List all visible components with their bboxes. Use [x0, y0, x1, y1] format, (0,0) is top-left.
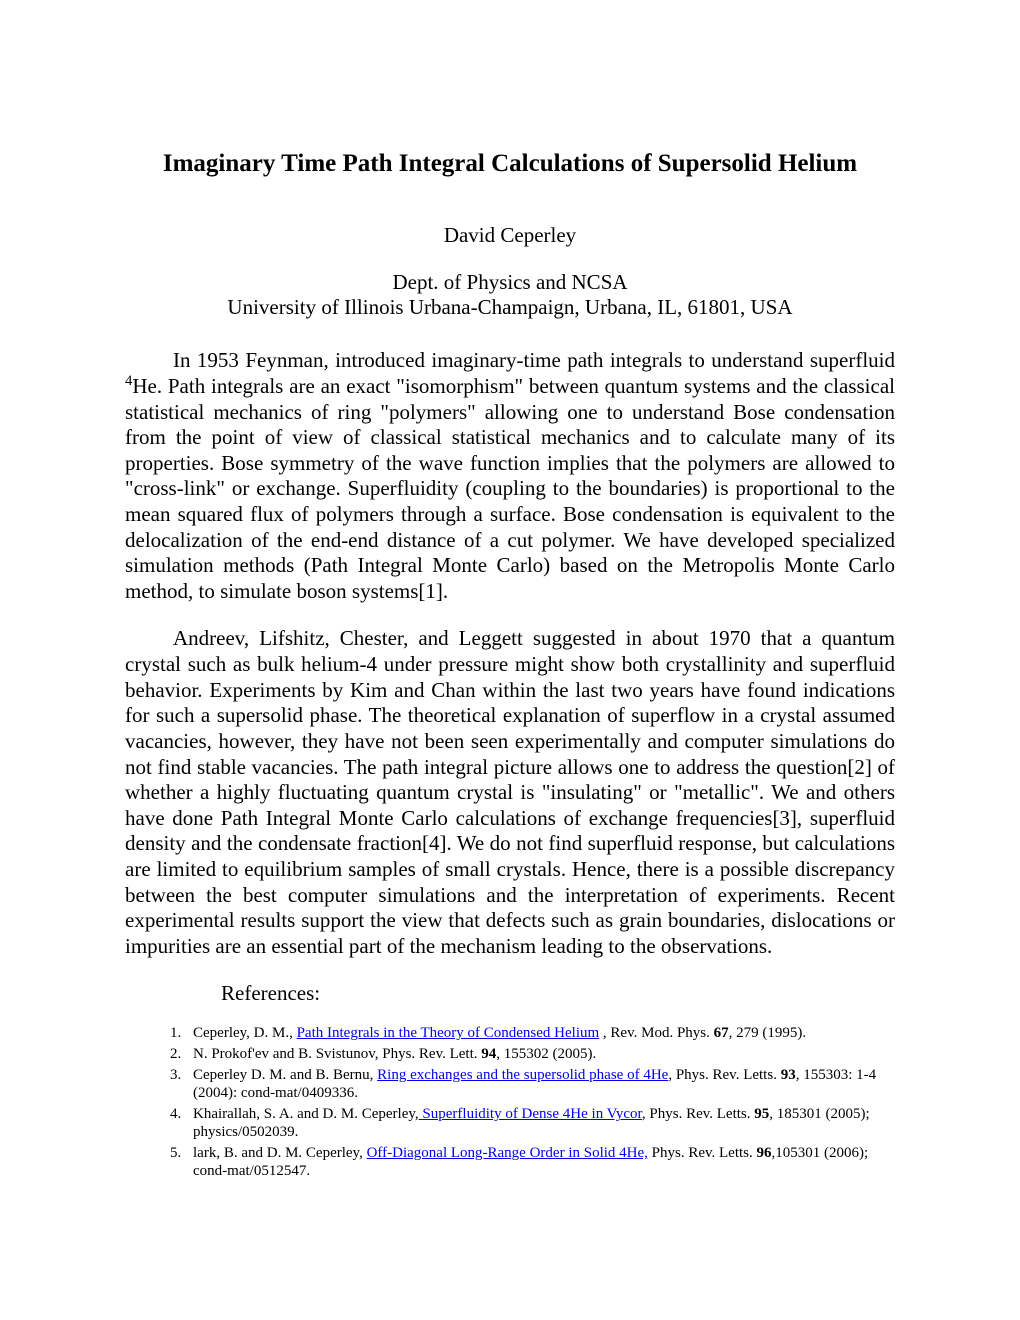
- p1-pre: In 1953 Feynman, introduced imaginary-ti…: [173, 348, 895, 372]
- ref-text: N. Prokof'ev and B. Svistunov, Phys. Rev…: [193, 1046, 481, 1062]
- ref-volume: 95: [754, 1106, 769, 1122]
- ref-text: Ceperley D. M. and B. Bernu,: [193, 1067, 377, 1083]
- reference-item: Khairallah, S. A. and D. M. Ceperley, Su…: [185, 1105, 895, 1141]
- ref-link[interactable]: Ring exchanges and the supersolid phase …: [377, 1067, 668, 1083]
- affiliation: Dept. of Physics and NCSA University of …: [125, 270, 895, 320]
- ref-text: Ceperley, D. M.,: [193, 1025, 297, 1041]
- ref-volume: 67: [714, 1025, 729, 1041]
- abstract-paragraph-2: Andreev, Lifshitz, Chester, and Leggett …: [125, 626, 895, 959]
- reference-item: Ceperley D. M. and B. Bernu, Ring exchan…: [185, 1066, 895, 1102]
- reference-item: lark, B. and D. M. Ceperley, Off-Diagona…: [185, 1144, 895, 1180]
- p1-post: He. Path integrals are an exact "isomorp…: [125, 374, 895, 603]
- ref-volume: 96: [757, 1145, 772, 1161]
- ref-text: , 279 (1995).: [729, 1025, 807, 1041]
- ref-text: , Phys. Rev. Letts.: [642, 1106, 754, 1122]
- references-list: Ceperley, D. M., Path Integrals in the T…: [125, 1024, 895, 1180]
- document-page: Imaginary Time Path Integral Calculation…: [0, 0, 1020, 1243]
- reference-item: Ceperley, D. M., Path Integrals in the T…: [185, 1024, 895, 1042]
- ref-volume: 94: [481, 1046, 496, 1062]
- ref-text: , Phys. Rev. Letts.: [668, 1067, 780, 1083]
- ref-volume: 93: [781, 1067, 796, 1083]
- ref-link[interactable]: Path Integrals in the Theory of Condense…: [297, 1025, 600, 1041]
- affiliation-line2: University of Illinois Urbana-Champaign,…: [227, 295, 792, 319]
- ref-text: lark, B. and D. M. Ceperley,: [193, 1145, 367, 1161]
- ref-text: , 155302 (2005).: [496, 1046, 596, 1062]
- ref-text: Phys. Rev. Letts.: [648, 1145, 757, 1161]
- abstract-paragraph-1: In 1953 Feynman, introduced imaginary-ti…: [125, 348, 895, 604]
- affiliation-line1: Dept. of Physics and NCSA: [392, 270, 627, 294]
- ref-link[interactable]: Off-Diagonal Long-Range Order in Solid 4…: [367, 1145, 648, 1161]
- ref-link[interactable]: Superfluidity of Dense 4He in Vycor: [419, 1106, 642, 1122]
- ref-text: Khairallah, S. A. and D. M. Ceperley,: [193, 1106, 419, 1122]
- author-name: David Ceperley: [125, 223, 895, 248]
- paper-title: Imaginary Time Path Integral Calculation…: [125, 150, 895, 178]
- references-heading: References:: [221, 981, 895, 1006]
- reference-item: N. Prokof'ev and B. Svistunov, Phys. Rev…: [185, 1045, 895, 1063]
- ref-text: , Rev. Mod. Phys.: [599, 1025, 713, 1041]
